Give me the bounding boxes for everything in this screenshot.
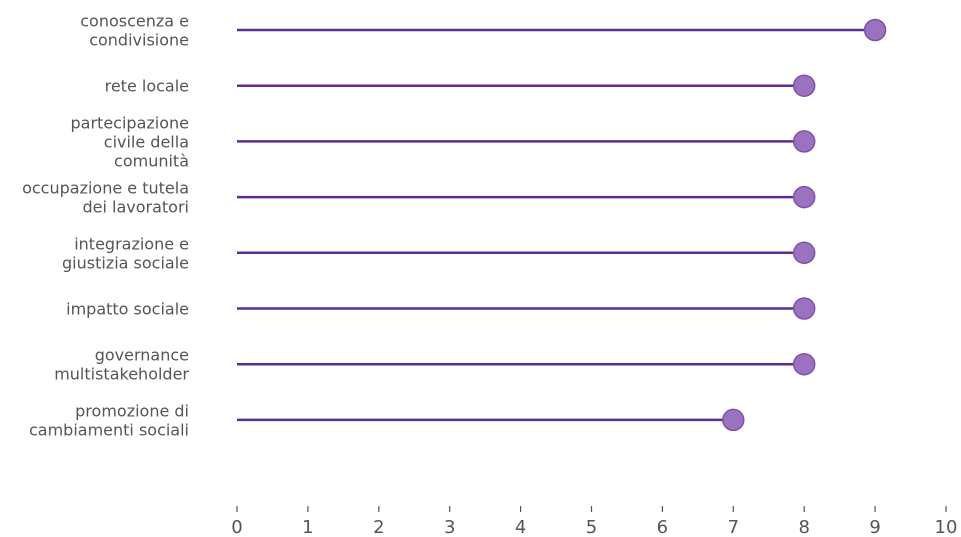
markers	[722, 18, 887, 432]
category-label: occupazione e tutela dei lavoratori	[22, 179, 189, 217]
lollipop-marker	[722, 408, 745, 432]
category-label: impatto sociale	[66, 300, 189, 319]
category-label-line: governance	[95, 346, 189, 365]
category-label-line: giustizia sociale	[62, 253, 189, 272]
lollipop-marker	[792, 297, 816, 320]
category-label-line: cambiamenti sociali	[29, 420, 189, 439]
category-label: governance multistakeholder	[54, 346, 189, 384]
x-tick-label: 8	[798, 517, 809, 537]
category-labels: conoscenza e condivisione rete locale parte…	[22, 12, 189, 440]
category-label-line: dei lavoratori	[82, 198, 189, 217]
category-label-line: civile della	[104, 132, 189, 151]
category-label-line: promozione di	[75, 401, 189, 420]
x-tick-label: 5	[586, 517, 597, 537]
category-label-line: impatto sociale	[66, 300, 189, 319]
category-label: partecipazione civile della comunità	[71, 113, 189, 170]
category-label-line: integrazione e	[74, 234, 189, 253]
lollipop-marker	[792, 241, 816, 265]
lollipop-marker	[863, 18, 887, 42]
x-tick-label: 4	[515, 517, 526, 537]
category-label-line: occupazione e tutela	[22, 179, 189, 198]
x-tick-label: 10	[935, 517, 958, 537]
category-label-line: rete locale	[105, 77, 189, 96]
stems	[237, 28, 876, 422]
lollipop-marker	[792, 130, 816, 153]
x-tick-label: 6	[657, 517, 668, 537]
category-label-line: multistakeholder	[54, 365, 189, 384]
category-label-line: partecipazione	[71, 113, 189, 132]
category-label: conoscenza e condivisione	[80, 12, 189, 50]
category-label-line: condivisione	[89, 31, 189, 50]
x-tick-label: 9	[869, 517, 880, 537]
x-tick-label: 1	[302, 517, 313, 537]
category-label-line: conoscenza e	[80, 12, 189, 31]
lollipop-marker	[792, 74, 816, 97]
category-label: integrazione e giustizia sociale	[62, 234, 189, 272]
lollipop-marker	[792, 352, 816, 376]
x-axis: 0 1 2 3 4 5 6 7 8 9 10	[231, 506, 957, 537]
x-tick-label: 3	[444, 517, 455, 537]
x-tick-label: 0	[231, 517, 242, 537]
category-label: promozione di cambiamenti sociali	[29, 401, 189, 439]
category-label: rete locale	[105, 77, 189, 96]
category-label-line: comunità	[114, 151, 189, 170]
x-tick-label: 2	[373, 517, 384, 537]
lollipop-marker	[792, 185, 816, 209]
x-tick-label: 7	[728, 517, 739, 537]
